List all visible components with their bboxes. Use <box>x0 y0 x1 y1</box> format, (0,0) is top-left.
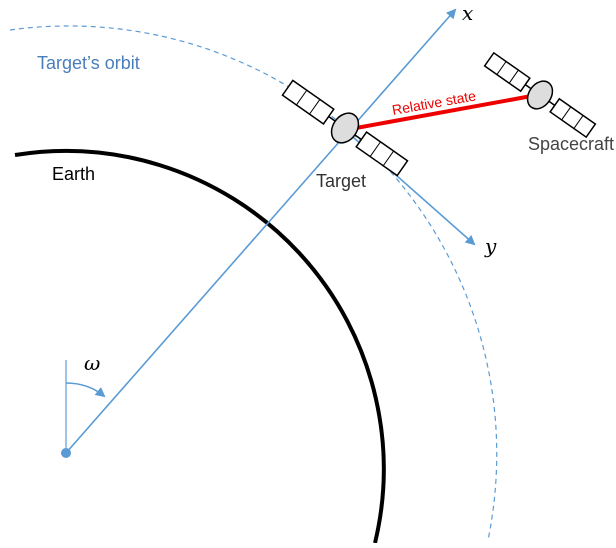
earth-label: Earth <box>52 164 95 184</box>
target-satellite <box>278 75 411 182</box>
target-label: Target <box>316 171 366 191</box>
orbit-label: Target’s orbit <box>37 53 140 73</box>
spacecraft-label: Spacecraft <box>528 134 614 154</box>
earth-center <box>61 448 71 458</box>
y-axis-label: y <box>484 234 497 258</box>
earth-surface <box>15 151 384 543</box>
spacecraft-satellite <box>481 47 600 143</box>
diagram: Target’s orbit Earth Target Spacecraft R… <box>0 0 616 543</box>
angle-label: ω <box>84 351 100 375</box>
x-axis-label: x <box>462 1 473 25</box>
angle-arc <box>66 383 104 396</box>
x-axis <box>66 10 455 453</box>
